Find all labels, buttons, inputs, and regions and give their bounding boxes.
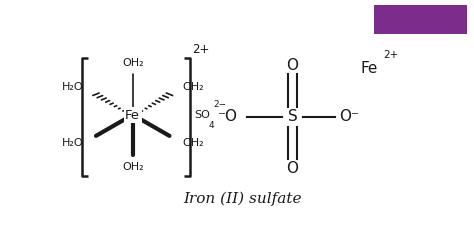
Text: OH₂: OH₂ bbox=[123, 59, 144, 68]
Text: 4: 4 bbox=[209, 121, 214, 130]
Text: Fe: Fe bbox=[360, 60, 378, 75]
Text: O: O bbox=[286, 58, 299, 73]
Text: O⁻: O⁻ bbox=[339, 109, 359, 124]
Text: Fe: Fe bbox=[125, 109, 140, 121]
Text: 2−: 2− bbox=[213, 100, 227, 109]
Text: H₂O: H₂O bbox=[62, 138, 83, 148]
FancyBboxPatch shape bbox=[372, 7, 404, 32]
Text: OH₂: OH₂ bbox=[182, 82, 204, 92]
Text: Ⓑ: Ⓑ bbox=[384, 12, 392, 24]
Text: S: S bbox=[288, 109, 297, 124]
Text: ⁻O: ⁻O bbox=[218, 109, 238, 124]
Text: 2+: 2+ bbox=[192, 43, 210, 56]
Text: Iron (II) sulfate: Iron (II) sulfate bbox=[184, 191, 302, 206]
Text: OH₂: OH₂ bbox=[182, 138, 204, 148]
Text: OH₂: OH₂ bbox=[123, 162, 144, 172]
Text: SO: SO bbox=[194, 110, 210, 120]
Text: O: O bbox=[286, 161, 299, 176]
Text: BYJU'S: BYJU'S bbox=[414, 9, 452, 19]
Text: The Learning App: The Learning App bbox=[410, 23, 456, 28]
Text: 2+: 2+ bbox=[383, 50, 399, 60]
Text: H₂O: H₂O bbox=[62, 82, 83, 92]
